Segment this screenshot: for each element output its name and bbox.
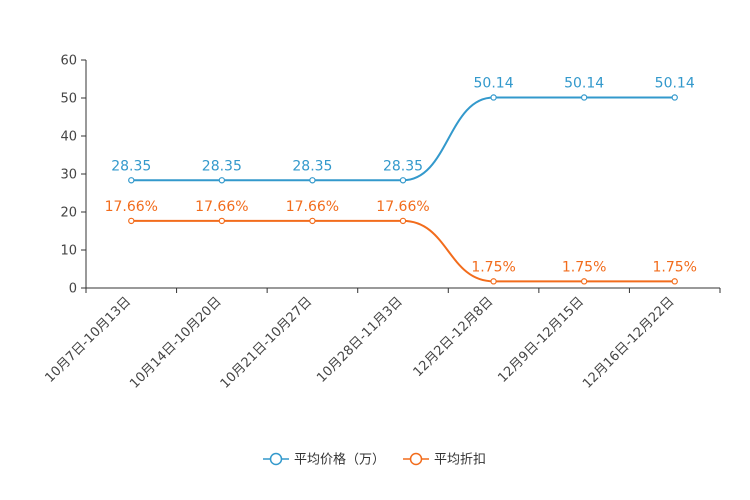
axes: 010203040506010月7日-10月13日10月14日-10月20日10…: [42, 54, 721, 392]
legend-item-0: 平均价格（万）: [263, 452, 385, 468]
legend-marker-icon: [269, 452, 283, 466]
y-tick-label: 10: [60, 244, 77, 259]
data-point: [218, 217, 226, 225]
series-1: 17.66% 17.66% 17.66% 17.66% 1.75% 1.75% 1.75%: [105, 199, 697, 285]
data-label: 17.66%: [376, 199, 429, 215]
x-tick-label: 10月21日-10月27日: [218, 294, 315, 391]
data-point: [671, 278, 678, 285]
data-label: 28.35: [202, 158, 242, 174]
legend-marker-icon: [409, 452, 423, 466]
legend-label: 平均价格（万）: [294, 452, 385, 468]
x-tick-label: 10月7日-10月13日: [42, 294, 134, 386]
legend-item-1: 平均折扣: [403, 453, 486, 468]
data-point: [580, 94, 588, 101]
legend: 平均价格（万） 平均折扣: [263, 452, 486, 468]
data-label: 1.75%: [562, 259, 606, 275]
y-tick-label: 20: [60, 206, 77, 221]
data-label: 17.66%: [105, 199, 158, 215]
data-point: [580, 278, 588, 285]
data-label: 28.35: [383, 158, 423, 174]
x-tick-label: 10月14日-10月20日: [127, 294, 224, 391]
data-label: 17.66%: [286, 199, 339, 215]
data-point: [218, 177, 226, 184]
data-point: [490, 94, 497, 101]
data-label: 50.14: [655, 75, 695, 91]
data-point: [309, 177, 316, 184]
data-label: 50.14: [564, 75, 604, 91]
y-tick-label: 50: [60, 92, 77, 107]
data-point: [399, 217, 407, 225]
x-tick-label: 12月16日-12月22日: [580, 294, 677, 391]
data-point: [671, 94, 678, 101]
y-tick-label: 0: [69, 282, 77, 297]
x-tick-label: 10月28日-11月3日: [314, 294, 406, 386]
series-0: 28.35 28.35 28.35 28.35 50.14 50.14 50.14: [111, 75, 695, 184]
data-label: 28.35: [292, 158, 332, 174]
series-layer: 28.35 28.35 28.35 28.35 50.14 50.14 50.14 17.66…: [105, 75, 697, 285]
data-point: [490, 278, 497, 285]
y-tick-label: 40: [60, 130, 77, 145]
data-point: [309, 217, 316, 225]
y-tick-label: 30: [60, 168, 77, 183]
data-point: [399, 177, 407, 184]
data-label: 28.35: [111, 158, 151, 174]
data-label: 50.14: [474, 75, 514, 91]
data-label: 1.75%: [471, 259, 515, 275]
x-tick-label: 12月9日-12月15日: [495, 294, 587, 386]
x-tick-label: 12月2日-12月8日: [411, 294, 497, 380]
legend-label: 平均折扣: [434, 453, 486, 468]
data-point: [128, 217, 135, 225]
data-label: 17.66%: [195, 199, 248, 215]
data-label: 1.75%: [652, 259, 696, 275]
data-point: [128, 177, 135, 184]
y-tick-label: 60: [60, 54, 77, 69]
